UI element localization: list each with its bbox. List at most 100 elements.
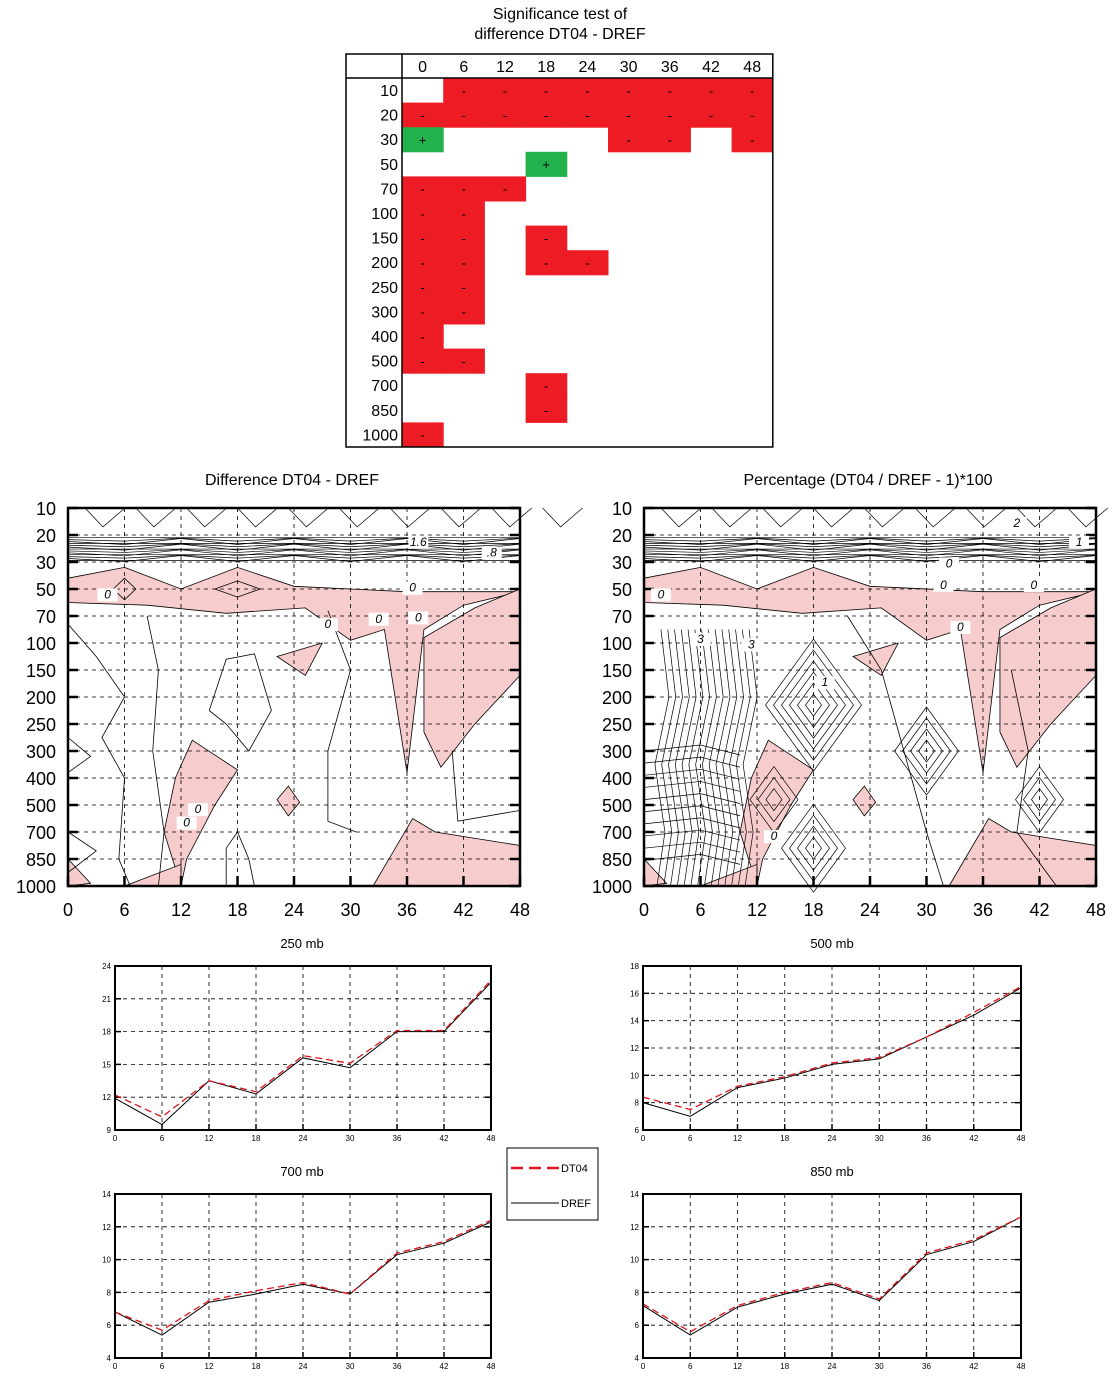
y-tick-label: 12 — [102, 1093, 111, 1102]
y-tick-label: 10 — [630, 1071, 639, 1080]
significance-title-line1: Significance test of — [493, 6, 628, 23]
x-tick-label: 24 — [860, 900, 880, 920]
significance-cell — [690, 102, 733, 128]
significance-cell — [484, 102, 527, 128]
x-tick-label: 48 — [1086, 900, 1106, 920]
x-tick-label: 42 — [440, 1362, 449, 1371]
contour-line — [67, 537, 521, 542]
significance-cell-mark: - — [503, 108, 507, 123]
contour-line — [688, 629, 704, 887]
contour-line — [1067, 507, 1108, 528]
y-tick-label: 1000 — [16, 877, 56, 897]
x-tick-label: 24 — [299, 1134, 308, 1143]
significance-cell-mark: - — [585, 108, 589, 123]
significance-cell-mark: - — [544, 231, 548, 246]
significance-row-header: 250 — [371, 280, 398, 297]
significance-cell — [443, 348, 485, 374]
significance-cell — [443, 102, 485, 128]
y-tick-label: 14 — [630, 1017, 639, 1026]
y-tick-label: 8 — [635, 1288, 640, 1297]
significance-cell — [484, 176, 527, 202]
negative-region — [739, 739, 815, 888]
significance-column-header: 36 — [661, 59, 679, 76]
contour-label-bg — [368, 612, 389, 626]
contour-label: 0 — [415, 610, 422, 624]
significance-cell — [525, 78, 568, 104]
significance-cell — [402, 274, 444, 300]
significance-cell-mark: - — [420, 354, 424, 369]
y-tick-label: 200 — [26, 688, 56, 708]
legend-dref-label: DREF — [561, 1198, 591, 1210]
difference-chart-title: Difference DT04 - DREF — [205, 472, 379, 489]
contour-line — [643, 768, 741, 780]
x-tick-label: 48 — [487, 1362, 496, 1371]
significance-cell-mark: - — [626, 133, 630, 148]
plot-frame — [642, 1193, 1022, 1359]
contour-label-bg — [481, 546, 502, 560]
contour-line — [643, 805, 741, 817]
x-tick-label: 0 — [113, 1362, 118, 1371]
significance-column-header: 24 — [579, 59, 597, 76]
x-tick-label: 30 — [875, 1362, 884, 1371]
y-tick-label: 500 — [26, 796, 56, 816]
contour-line — [643, 793, 741, 804]
significance-cell-mark: - — [462, 231, 466, 246]
significance-column-header: 6 — [459, 59, 468, 76]
significance-column-header: 30 — [620, 59, 638, 76]
significance-cell — [525, 102, 568, 128]
x-tick-label: 0 — [639, 900, 649, 920]
line-chart-500-title: 500 mb — [810, 936, 853, 951]
y-tick-label: 4 — [635, 1354, 640, 1363]
negative-region — [372, 817, 521, 887]
y-tick-label: 400 — [26, 769, 56, 789]
significance-row-header: 500 — [371, 354, 398, 371]
contour-line — [914, 507, 956, 528]
significance-cell-mark: - — [544, 256, 548, 271]
x-tick-label: 12 — [733, 1362, 742, 1371]
significance-row-header: 300 — [371, 304, 398, 321]
y-tick-label: 250 — [602, 715, 632, 735]
significance-cell-mark: - — [503, 83, 507, 98]
significance-cell-mark: - — [462, 83, 466, 98]
significance-title-line2: difference DT04 - DREF — [474, 26, 646, 43]
significance-cell-mark: - — [709, 108, 713, 123]
negative-region — [276, 785, 301, 817]
significance-cell — [443, 299, 485, 325]
dt04-series-line — [114, 979, 492, 1118]
contour-label: 1 — [1076, 535, 1083, 549]
significance-row-header: 30 — [380, 132, 398, 149]
negative-region — [700, 863, 758, 887]
y-tick-label: 30 — [36, 553, 56, 573]
x-tick-label: 30 — [346, 1362, 355, 1371]
y-tick-label: 20 — [36, 526, 56, 546]
contour-line — [722, 629, 738, 887]
significance-cell-mark: - — [585, 83, 589, 98]
significance-row-header: 70 — [380, 181, 398, 198]
legend-dt04-label: DT04 — [561, 1163, 588, 1175]
significance-row-header: 50 — [380, 157, 398, 174]
x-tick-label: 12 — [171, 900, 191, 920]
x-tick-label: 6 — [160, 1362, 165, 1371]
contour-label: 0 — [375, 612, 382, 626]
y-tick-label: 4 — [107, 1354, 112, 1363]
contour-line — [660, 507, 702, 528]
x-tick-label: 6 — [695, 900, 705, 920]
significance-row-header: 20 — [380, 108, 398, 125]
contour-label: 1 — [821, 675, 828, 689]
significance-cell — [608, 127, 650, 153]
contour-label: 0 — [940, 578, 947, 592]
contour-line — [797, 825, 830, 871]
contour-line — [702, 629, 717, 887]
significance-cell — [402, 201, 444, 227]
y-tick-label: 12 — [102, 1223, 111, 1232]
dref-series-line — [642, 987, 1022, 1117]
y-tick-label: 50 — [612, 580, 632, 600]
contour-label: 0 — [409, 581, 416, 595]
significance-row-header: 10 — [380, 83, 398, 100]
plot-frame — [642, 965, 1022, 1131]
y-tick-label: 24 — [102, 962, 111, 971]
contour-line — [146, 615, 165, 887]
line-chart-850-title: 850 mb — [810, 1164, 853, 1179]
significance-cell-mark: + — [419, 133, 427, 148]
significance-cell-mark: - — [544, 379, 548, 394]
